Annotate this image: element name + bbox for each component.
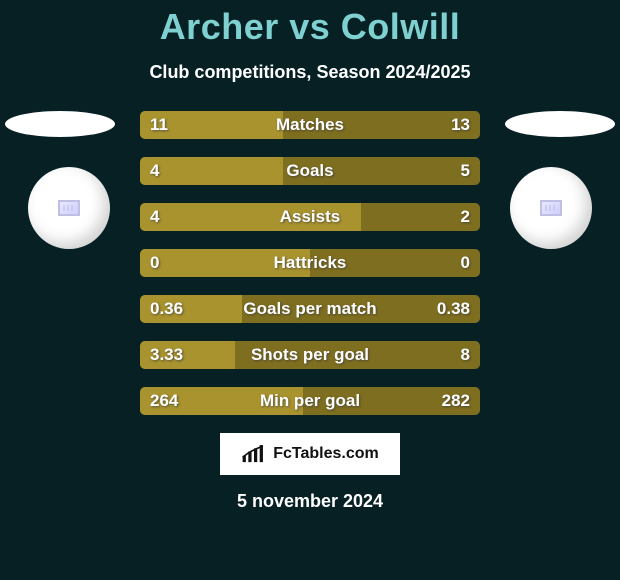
stat-label: Shots per goal [140,341,480,369]
stat-row: 264282Min per goal [140,387,480,415]
stat-row: 00Hattricks [140,249,480,277]
stat-row: 45Goals [140,157,480,185]
page-title: Archer vs Colwill [0,6,620,48]
stat-row: 42Assists [140,203,480,231]
page-subtitle: Club competitions, Season 2024/2025 [0,62,620,83]
stat-bars: 1113Matches 45Goals 42Assists 00Hattricks 0.… [140,111,480,415]
player-right-ellipse [505,111,615,137]
flag-icon [58,200,80,216]
page-root: Archer vs Colwill Club competitions, Sea… [0,0,620,580]
stat-label: Goals per match [140,295,480,323]
snapshot-date: 5 november 2024 [0,491,620,512]
stat-label: Matches [140,111,480,139]
stat-row: 1113Matches [140,111,480,139]
flag-icon [540,200,562,216]
stat-row: 0.360.38Goals per match [140,295,480,323]
stat-row: 3.338Shots per goal [140,341,480,369]
source-logo: FcTables.com [220,433,400,475]
stat-label: Assists [140,203,480,231]
stat-label: Goals [140,157,480,185]
chart-icon [241,444,267,464]
player-left-avatar [28,167,110,249]
comparison-arena: 1113Matches 45Goals 42Assists 00Hattricks 0.… [0,111,620,415]
source-logo-text: FcTables.com [273,445,379,463]
player-right-avatar [510,167,592,249]
player-left-ellipse [5,111,115,137]
stat-label: Min per goal [140,387,480,415]
stat-label: Hattricks [140,249,480,277]
